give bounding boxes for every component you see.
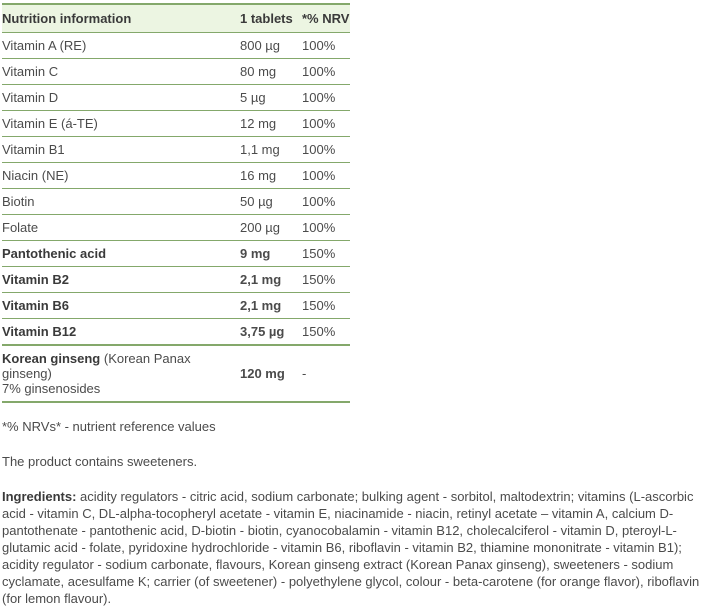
amount-cell: 12 mg	[240, 110, 302, 137]
amount-cell: 2,1 mg	[240, 266, 302, 293]
nutrient-name: Biotin	[2, 194, 35, 209]
nrv-cell: 150%	[302, 318, 350, 346]
nutrient-name: Folate	[2, 220, 39, 235]
nutrient-name-note: (Korean Panax ginseng)	[2, 351, 191, 381]
nutrient-name: Vitamin D	[2, 90, 59, 105]
nutrient-name-cell: Korean ginseng (Korean Panax ginseng) 7% …	[2, 344, 240, 403]
amount-cell: 3,75 µg	[240, 318, 302, 346]
table-row: Vitamin B1 1,1 mg 100%	[2, 136, 350, 163]
ingredients-label: Ingredients:	[2, 489, 77, 504]
amount-cell: 80 mg	[240, 58, 302, 85]
nrv-cell: 100%	[302, 32, 350, 59]
table-row: Vitamin B12 3,75 µg 150%	[2, 318, 350, 346]
nutrient-name-cell: Niacin (NE)	[2, 162, 240, 189]
nutrient-name-cell: Vitamin E (á-TE)	[2, 110, 240, 137]
amount-cell: 9 mg	[240, 240, 302, 267]
nrv-cell: -	[302, 344, 350, 403]
nutrient-name: Korean ginseng	[2, 351, 101, 366]
nrv-cell: 100%	[302, 84, 350, 111]
amount-cell: 5 µg	[240, 84, 302, 111]
table-row: Vitamin E (á-TE) 12 mg 100%	[2, 110, 350, 137]
ingredients-paragraph: Ingredients: acidity regulators - citric…	[2, 488, 704, 607]
table-row: Korean ginseng (Korean Panax ginseng) 7% …	[2, 344, 350, 403]
nutrient-name-cell: Vitamin B1	[2, 136, 240, 163]
nutrient-name: Niacin (NE)	[2, 168, 69, 183]
nrv-cell: 100%	[302, 214, 350, 241]
nutrient-name-cell: Biotin	[2, 188, 240, 215]
nutrient-name: Vitamin B2	[2, 272, 69, 287]
nrv-cell: 100%	[302, 136, 350, 163]
amount-cell: 800 µg	[240, 32, 302, 59]
table-row: Vitamin B2 2,1 mg 150%	[2, 266, 350, 293]
nrv-cell: 150%	[302, 266, 350, 293]
table-row: Vitamin D 5 µg 100%	[2, 84, 350, 111]
nutrient-name-cell: Vitamin B12	[2, 318, 240, 346]
nutrient-name: Vitamin A (RE)	[2, 38, 87, 53]
amount-cell: 16 mg	[240, 162, 302, 189]
table-row: Vitamin A (RE) 800 µg 100%	[2, 32, 350, 59]
table-row: Niacin (NE) 16 mg 100%	[2, 162, 350, 189]
nrv-cell: 150%	[302, 292, 350, 319]
nrv-cell: 150%	[302, 240, 350, 267]
nutrient-name-cell: Pantothenic acid	[2, 240, 240, 267]
amount-cell: 200 µg	[240, 214, 302, 241]
nutrient-name: Vitamin C	[2, 64, 59, 79]
nutrient-name-cell: Vitamin B6	[2, 292, 240, 319]
nutrient-name-cell: Vitamin A (RE)	[2, 32, 240, 59]
nrv-cell: 100%	[302, 110, 350, 137]
table-header-row: Nutrition information 1 tablets *% NRV	[2, 4, 350, 33]
nutrient-name: Pantothenic acid	[2, 246, 107, 261]
nutrient-name: Vitamin B6	[2, 298, 69, 313]
header-nrv: *% NRV	[302, 4, 350, 33]
table-row: Vitamin C 80 mg 100%	[2, 58, 350, 85]
nutrient-name: Vitamin B1	[2, 142, 65, 157]
nutrient-name-cell: Vitamin D	[2, 84, 240, 111]
nutrient-name-cell: Vitamin C	[2, 58, 240, 85]
nutrient-name-cell: Vitamin B2	[2, 266, 240, 293]
amount-cell: 120 mg	[240, 344, 302, 403]
nutrition-table: Nutrition information 1 tablets *% NRV V…	[2, 3, 350, 403]
nrv-cell: 100%	[302, 162, 350, 189]
nrv-cell: 100%	[302, 58, 350, 85]
amount-cell: 2,1 mg	[240, 292, 302, 319]
header-serving-size: 1 tablets	[240, 4, 302, 33]
amount-cell: 50 µg	[240, 188, 302, 215]
nutrition-table-body: Vitamin A (RE) 800 µg 100% Vitamin C 80 mg 10…	[2, 32, 350, 403]
nutrient-name: Vitamin B12	[2, 324, 77, 339]
table-row: Biotin 50 µg 100%	[2, 188, 350, 215]
nutrient-name-line2: 7% ginsenosides	[2, 381, 101, 396]
amount-cell: 1,1 mg	[240, 136, 302, 163]
header-nutrition-information: Nutrition information	[2, 4, 240, 33]
nrv-footnote: *% NRVs* - nutrient reference values	[2, 419, 216, 434]
table-row: Folate 200 µg 100%	[2, 214, 350, 241]
nutrient-name: Vitamin E (á-TE)	[2, 116, 98, 131]
ingredients-text: acidity regulators - citric acid, sodium…	[2, 489, 700, 606]
nutrient-name-cell: Folate	[2, 214, 240, 241]
nrv-cell: 100%	[302, 188, 350, 215]
table-row: Vitamin B6 2,1 mg 150%	[2, 292, 350, 319]
table-row: Pantothenic acid 9 mg 150%	[2, 240, 350, 267]
sweeteners-note: The product contains sweeteners.	[2, 454, 198, 469]
